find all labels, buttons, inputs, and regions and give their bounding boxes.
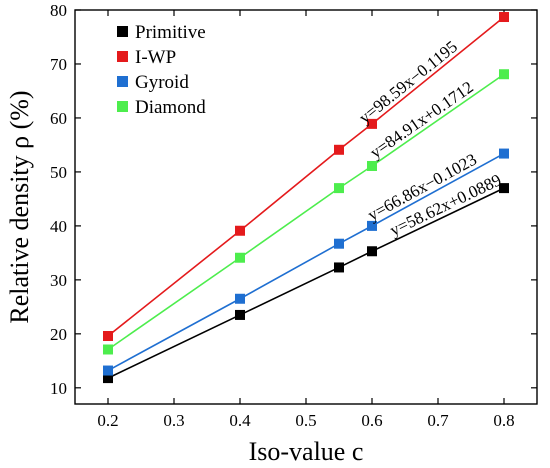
y-tick-label: 30 — [50, 271, 67, 290]
x-tick-label: 0.3 — [163, 411, 184, 430]
data-point-gyroid — [367, 220, 377, 231]
series-line-primitive — [107, 187, 505, 379]
x-tick-label: 0.8 — [493, 411, 514, 430]
data-point-diamond — [235, 252, 245, 263]
legend-label-i-wp: I-WP — [135, 47, 176, 68]
legend-label-gyroid: Gyroid — [135, 72, 189, 93]
data-point-i-wp — [235, 225, 245, 236]
data-point-i-wp — [367, 118, 377, 129]
data-point-i-wp — [334, 144, 344, 155]
ticks: 0.2 0.3 0.4 0.5 0.6 0.7 0.8 10 20 30 40 50 60 70 80 — [50, 1, 537, 430]
data-point-primitive — [103, 373, 113, 384]
y-axis-title: Relative density ρ (%) — [5, 90, 34, 323]
y-tick-label: 50 — [50, 163, 67, 182]
data-point-diamond — [499, 69, 509, 80]
legend-label-diamond: Diamond — [135, 97, 206, 118]
data-point-primitive — [235, 309, 245, 320]
y-tick-label: 70 — [50, 55, 67, 74]
x-tick-label: 0.4 — [229, 411, 251, 430]
legend-marker-i-wp — [117, 51, 128, 62]
x-axis-title: Iso-value c — [249, 437, 364, 466]
legend-label-primitive: Primitive — [135, 22, 206, 43]
axes — [74, 9, 538, 405]
y-tick-label: 60 — [50, 109, 67, 128]
plot-frame — [74, 9, 538, 405]
legend-marker-primitive — [117, 26, 128, 37]
x-tick-label: 0.5 — [295, 411, 316, 430]
data-point-diamond — [334, 183, 344, 194]
x-tick-label: 0.2 — [97, 411, 118, 430]
plot-area — [103, 12, 509, 384]
data-point-gyroid — [499, 148, 509, 159]
data-point-primitive — [499, 183, 509, 194]
annotations: y=98.59x−0.1195y=84.91x+0.1712y=66.86x−0… — [355, 37, 504, 240]
y-tick-label: 40 — [50, 217, 67, 236]
data-point-diamond — [367, 160, 377, 171]
data-point-gyroid — [235, 293, 245, 304]
data-point-gyroid — [334, 238, 344, 249]
y-tick-label: 10 — [50, 379, 67, 398]
legend-marker-diamond — [117, 101, 128, 112]
legend: Primitive I-WP Gyroid Diamond — [117, 22, 206, 118]
data-point-i-wp — [103, 330, 113, 341]
data-point-diamond — [103, 344, 113, 355]
x-tick-label: 0.7 — [427, 411, 449, 430]
data-point-i-wp — [499, 12, 509, 23]
data-point-primitive — [334, 262, 344, 273]
data-point-gyroid — [103, 365, 113, 376]
y-tick-label: 80 — [50, 1, 67, 20]
legend-marker-gyroid — [117, 76, 128, 87]
y-tick-label: 20 — [50, 325, 67, 344]
x-tick-label: 0.6 — [361, 411, 382, 430]
series-line-gyroid — [107, 152, 505, 372]
data-point-primitive — [367, 246, 377, 257]
